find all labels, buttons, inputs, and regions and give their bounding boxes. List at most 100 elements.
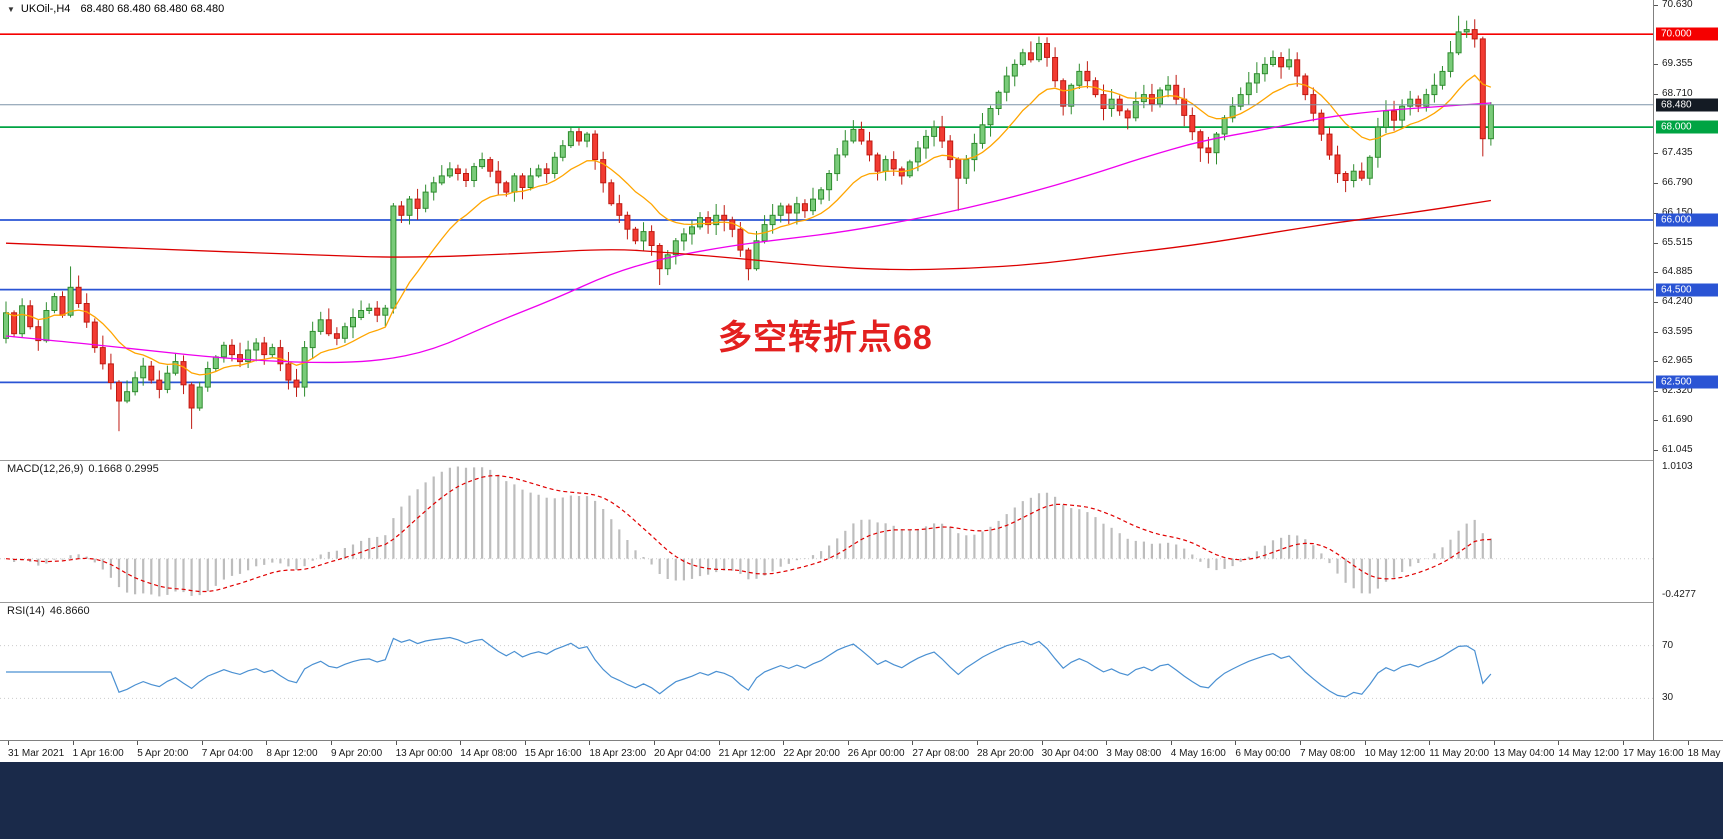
ma-slow-line [5,199,1492,271]
time-axis-tick [589,741,591,745]
time-axis-label: 13 May 04:00 [1493,748,1555,759]
price-axis-label: 69.355 [1662,58,1693,70]
collapse-icon[interactable]: ▼ [7,4,15,14]
ma-fast-line [5,74,1492,376]
time-axis-label: 22 Apr 20:00 [783,748,840,759]
price-axis-label: 70.630 [1662,0,1693,10]
time-axis-label: 27 Apr 08:00 [912,748,970,759]
panel-separator-rsi[interactable] [0,602,1723,603]
time-axis-tick [1364,741,1366,745]
macd-signal-line [5,474,1491,593]
level-price-label: 70.000 [1656,27,1718,41]
time-axis-label: 28 Apr 20:00 [977,748,1034,759]
symbol-timeframe-label: UKOil-,H4 [20,3,71,15]
time-axis-label: 7 May 08:00 [1300,748,1356,759]
price-axis-tick [1654,450,1658,451]
rsi-panel-canvas[interactable] [0,603,1653,740]
time-axis[interactable]: 31 Mar 2021 1 Apr 16:00 5 Apr 20:00 7 Apr 0… [0,740,1723,762]
macd-values: 0.1668 0.2995 [88,463,159,475]
price-axis-tick [1654,331,1658,333]
time-axis-tick [1687,741,1689,745]
price-axis-label: 64.240 [1662,295,1693,307]
price-axis-tick [1654,360,1658,362]
price-axis[interactable]: 70.630 69.355 68.710 67.435 66.790 66.150 65.5… [1653,0,1723,762]
time-axis-tick [395,741,397,745]
time-axis-label: 15 Apr 16:00 [524,748,582,759]
price-axis-label: 64.885 [1662,265,1693,277]
time-axis-tick [137,741,139,745]
time-axis-label: 14 Apr 08:00 [460,748,517,759]
time-axis-label: 20 Apr 04:00 [654,748,711,759]
time-axis-label: 14 May 12:00 [1558,748,1619,759]
time-axis-tick [718,741,720,745]
ma-medium-line [5,102,1491,364]
time-axis-tick [1558,741,1560,745]
price-axis-tick [1654,390,1658,392]
time-axis-tick [524,741,526,745]
time-axis-tick [847,741,849,745]
time-axis-tick [1041,741,1043,745]
price-axis-label: 61.045 [1662,444,1693,455]
price-axis-tick [1654,64,1658,66]
price-axis-label: 62.320 [1662,384,1693,396]
time-axis-label: 10 May 12:00 [1364,748,1426,759]
panel-separator-macd[interactable] [0,460,1723,461]
time-axis-label: 6 May 00:00 [1235,748,1291,759]
time-axis-tick [201,741,203,745]
time-axis-tick [331,741,332,745]
level-price-label: 68.000 [1656,120,1718,134]
time-axis-label: 18 Apr 23:00 [589,748,647,759]
time-axis-tick [1623,741,1624,745]
time-axis-tick [1106,741,1108,745]
time-axis-label: 18 May 21:15 [1687,748,1723,759]
price-axis-tick [1654,420,1658,422]
candles-layer [3,15,1494,432]
price-axis-tick [1654,271,1658,273]
time-axis-label: 31 Mar 2021 [8,748,65,759]
time-axis-tick [1235,741,1237,745]
time-axis-tick [1300,741,1301,745]
price-axis-tick [1654,301,1658,303]
rsi-level-30-label: 30 [1662,692,1674,704]
time-axis-tick [912,741,914,745]
price-axis-label: 63.595 [1662,325,1693,337]
time-axis-label: 7 Apr 04:00 [201,748,253,759]
ohlc-quote-label: 68.480 68.480 68.480 68.480 [80,3,225,15]
price-axis-tick [1654,94,1658,96]
time-axis-label: 9 Apr 20:00 [331,748,383,759]
price-axis-tick [1654,153,1658,155]
macd-name: MACD(12,26,9) [7,463,84,475]
price-axis-label: 65.515 [1662,236,1693,248]
time-axis-tick [266,741,268,745]
time-axis-tick [72,741,74,745]
level-price-label: 66.000 [1656,213,1718,227]
time-axis-label: 5 Apr 20:00 [137,748,189,759]
rsi-name: RSI(14) [7,605,45,617]
price-axis-label: 67.435 [1662,147,1693,159]
time-axis-label: 11 May 20:00 [1429,748,1490,759]
price-axis-label: 66.150 [1662,207,1693,218]
time-axis-tick [1493,741,1495,745]
price-chart-canvas[interactable] [0,0,1653,460]
macd-indicator-label: MACD(12,26,9) 0.1668 0.2995 [7,463,159,475]
macd-axis-max-label: 1.0103 [1662,461,1693,472]
price-axis-tick [1654,242,1658,244]
time-axis-label: 21 Apr 12:00 [718,748,776,759]
macd-panel-canvas[interactable] [0,461,1653,602]
time-axis-label: 8 Apr 12:00 [266,748,318,759]
chart-text-annotation[interactable]: 多空转折点68 [718,319,933,357]
time-axis-label: 30 Apr 04:00 [1041,748,1099,759]
price-axis-tick [1654,5,1658,6]
macd-axis-min-label: -0.4277 [1662,589,1696,600]
macd-histogram [13,466,1493,597]
time-axis-tick [1170,741,1172,745]
bottom-strip [0,762,1723,839]
time-axis-tick [654,741,655,745]
time-axis-tick [1429,741,1431,745]
price-axis-tick [1654,183,1658,185]
time-axis-label: 4 May 16:00 [1170,748,1226,759]
rsi-value: 46.8660 [49,605,90,617]
time-axis-label: 13 Apr 00:00 [395,748,453,759]
price-axis-label: 66.790 [1662,177,1693,189]
